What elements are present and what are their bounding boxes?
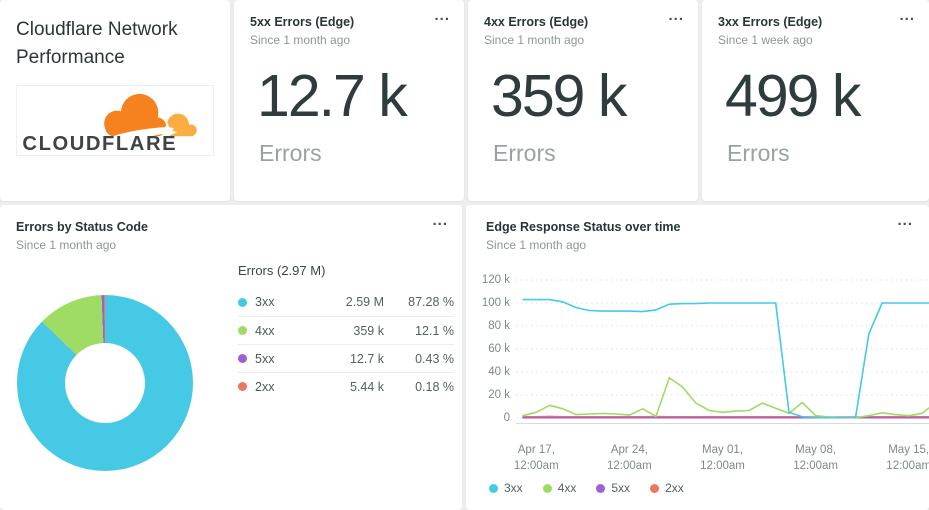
cloudflare-logo-image: CLOUDFLARE (22, 93, 197, 155)
legend-item-4xx[interactable]: 4xx (542, 481, 577, 495)
pie-legend-title: Errors (2.97 M) (238, 263, 326, 278)
card-header: 3xx Errors (Edge) Since 1 week ago (718, 14, 889, 47)
legend-item-2xx[interactable]: 2xx (650, 481, 684, 495)
legend-percent: 87.28 % (408, 295, 454, 309)
legend-label: 3xx (504, 481, 523, 495)
card-header: 4xx Errors (Edge) Since 1 month ago (484, 14, 658, 47)
metric-value: 359 k (491, 63, 627, 129)
y-axis-tick: 60 k (488, 343, 510, 355)
y-axis-tick: 20 k (488, 389, 510, 401)
legend-percent: 0.43 % (415, 351, 454, 366)
legend-item-5xx[interactable]: 5xx (596, 481, 630, 495)
metric-value: 12.7 k (257, 63, 408, 129)
y-axis-tick: 40 k (488, 366, 510, 378)
legend-value: 359 k (353, 323, 384, 338)
y-axis-tick: 80 k (488, 320, 510, 332)
legend-percent: 12.1 % (415, 323, 454, 338)
metric-card-3xx: 3xx Errors (Edge) Since 1 week ago ... 4… (702, 0, 929, 201)
dashboard-title: Cloudflare Network Performance (16, 19, 178, 68)
card-menu-button[interactable]: ... (434, 7, 450, 24)
legend-percent: 0.18 % (415, 379, 454, 394)
timeseries-card: Edge Response Status over time Since 1 m… (466, 205, 929, 510)
legend-row-2xx[interactable]: 2xx 5.44 k 0.18 % (238, 372, 454, 400)
metric-unit: Errors (727, 140, 790, 166)
x-axis-tick: May 01, 12:00am (700, 444, 745, 472)
card-header: 5xx Errors (Edge) Since 1 month ago (250, 14, 424, 47)
card-subtitle: Since 1 month ago (486, 238, 587, 253)
pie-card: Errors by Status Code Since 1 month ago … (0, 205, 462, 510)
series-line-3xx[interactable] (522, 298, 929, 419)
legend-label: 4xx (557, 481, 577, 495)
metric-value: 499 k (725, 63, 861, 129)
legend-color-dot (238, 326, 247, 335)
donut-hole (65, 343, 145, 423)
metric-card-5xx: 5xx Errors (Edge) Since 1 month ago ... … (234, 0, 464, 201)
legend-label: 4xx (255, 323, 275, 338)
legend-label: 5xx (611, 481, 631, 495)
card-subtitle: Since 1 month ago (250, 33, 351, 48)
metric-card-4xx: 4xx Errors (Edge) Since 1 month ago ... … (468, 0, 698, 201)
errors-donut-chart[interactable] (17, 295, 193, 471)
card-title: Errors by Status Code (16, 220, 148, 234)
card-menu-button[interactable]: ... (432, 212, 448, 229)
series-line-4xx[interactable] (522, 377, 929, 419)
cloudflare-logo-text: CLOUDFLARE (22, 133, 177, 153)
card-title: 5xx Errors (Edge) (250, 15, 355, 29)
card-subtitle: Since 1 month ago (16, 238, 117, 253)
legend-value: 5.44 k (349, 379, 384, 394)
card-title: Edge Response Status over time (486, 220, 681, 234)
legend-color-dot (238, 297, 247, 307)
legend-color-dot (542, 483, 552, 493)
legend-item-3xx[interactable]: 3xx (489, 481, 523, 495)
cloudflare-logo: CLOUDFLARE (16, 85, 214, 156)
legend-color-dot (489, 483, 498, 493)
legend-row-3xx[interactable]: 3xx 2.59 M 87.28 % (238, 288, 454, 316)
card-menu-button[interactable]: ... (897, 212, 913, 229)
legend-label: 2xx (255, 379, 275, 394)
legend-color-dot (238, 354, 247, 363)
y-axis-tick: 0 (503, 412, 510, 424)
legend-color-dot (650, 483, 660, 493)
legend-value: 12.7 k (349, 351, 384, 366)
metric-unit: Errors (493, 140, 556, 166)
card-header: Errors by Status Code Since 1 month ago (16, 219, 422, 252)
card-title: 3xx Errors (Edge) (718, 15, 823, 29)
y-axis-tick: 100 k (481, 297, 510, 309)
legend-label: 3xx (255, 295, 275, 309)
card-menu-button[interactable]: ... (668, 7, 684, 24)
timeseries-chart[interactable] (466, 263, 929, 443)
summary-card: Cloudflare Network Performance CLOUDFLAR… (0, 0, 230, 201)
legend-color-dot (238, 382, 247, 391)
y-axis-tick: 120 k (481, 274, 510, 286)
legend-row-5xx[interactable]: 5xx 12.7 k 0.43 % (238, 344, 454, 372)
metric-unit: Errors (259, 140, 322, 166)
pie-legend: Errors (2.97 M) 3xx 2.59 M 87.28 % 4xx 3… (238, 263, 454, 400)
card-header: Edge Response Status over time Since 1 m… (486, 219, 889, 252)
timeseries-legend: 3xx 4xx 5xx 2xx (489, 481, 684, 495)
legend-label: 5xx (255, 351, 275, 366)
legend-row-4xx[interactable]: 4xx 359 k 12.1 % (238, 316, 454, 344)
legend-value: 2.59 M (345, 295, 384, 309)
card-title: 4xx Errors (Edge) (484, 15, 589, 29)
card-menu-button[interactable]: ... (899, 7, 915, 24)
card-subtitle: Since 1 week ago (718, 33, 813, 48)
card-subtitle: Since 1 month ago (484, 33, 585, 48)
x-axis-tick: May 15, 12:00am (886, 444, 929, 472)
legend-color-dot (596, 483, 606, 493)
legend-label: 2xx (665, 481, 684, 495)
series-line-2xx[interactable] (522, 415, 929, 418)
x-axis-tick: Apr 17, 12:00am (513, 444, 559, 472)
x-axis-tick: Apr 24, 12:00am (607, 444, 652, 472)
x-axis-tick: May 08, 12:00am (793, 444, 838, 472)
